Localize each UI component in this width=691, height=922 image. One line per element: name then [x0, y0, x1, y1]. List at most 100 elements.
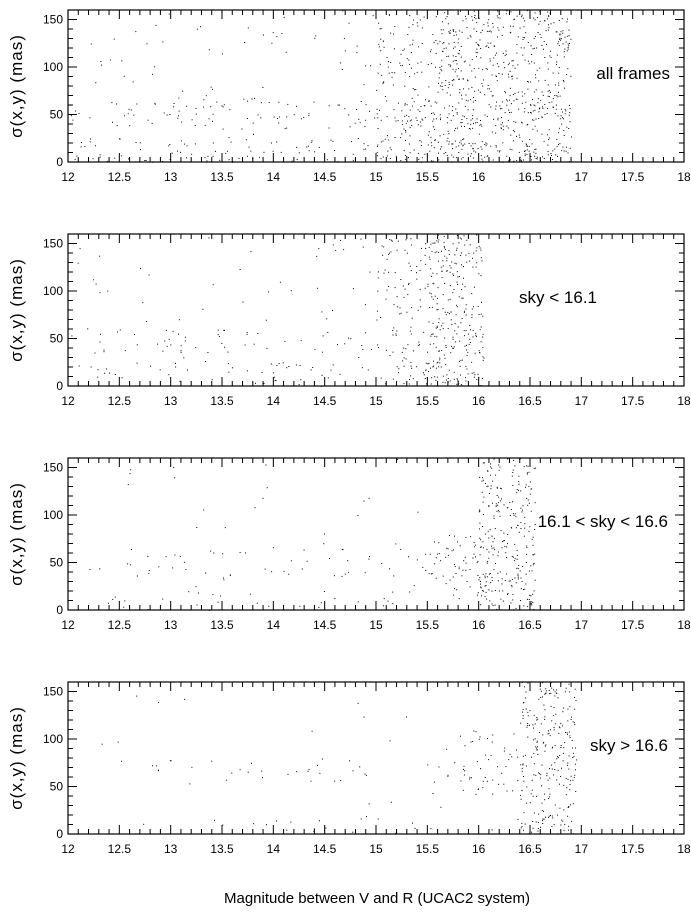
data-point — [559, 95, 561, 97]
data-point — [365, 65, 367, 67]
x-tick-label: 15 — [369, 170, 383, 184]
data-point — [425, 369, 427, 371]
data-point — [168, 13, 170, 15]
data-point — [287, 103, 289, 105]
data-point — [460, 140, 462, 142]
data-point — [256, 602, 258, 604]
data-point — [504, 747, 506, 749]
data-point — [442, 260, 444, 262]
data-point — [456, 113, 458, 115]
data-point — [482, 315, 484, 317]
data-point — [479, 352, 480, 354]
plot-frame — [67, 9, 685, 163]
x-tick-label: 17 — [575, 842, 589, 856]
data-point — [455, 146, 457, 148]
data-point — [542, 742, 544, 744]
data-point — [262, 497, 264, 499]
data-point — [482, 85, 484, 87]
data-point — [457, 42, 459, 44]
data-point — [318, 146, 320, 148]
data-point — [383, 46, 385, 48]
data-point — [545, 693, 547, 694]
data-point — [191, 766, 193, 768]
data-point — [457, 52, 459, 54]
data-point — [212, 284, 214, 286]
data-point — [568, 768, 570, 770]
data-point — [554, 695, 556, 697]
data-point — [497, 17, 499, 19]
data-point — [521, 789, 523, 791]
data-point — [454, 566, 456, 567]
data-point — [574, 696, 576, 698]
data-point — [560, 31, 562, 33]
data-point — [476, 234, 478, 236]
data-point — [517, 36, 519, 38]
data-point — [548, 16, 550, 18]
data-point — [458, 598, 460, 600]
data-point — [546, 113, 548, 115]
data-point — [473, 68, 475, 70]
data-point — [506, 557, 508, 559]
data-point — [248, 146, 250, 148]
data-point — [532, 536, 534, 538]
data-point — [551, 764, 553, 766]
data-point — [563, 150, 565, 152]
data-point — [420, 306, 422, 308]
data-point — [259, 156, 261, 158]
data-point — [480, 546, 482, 548]
data-point — [456, 304, 458, 306]
data-point — [548, 96, 550, 98]
data-point — [435, 557, 437, 559]
data-point — [500, 598, 502, 600]
data-point — [398, 372, 399, 374]
data-point — [430, 49, 432, 51]
data-point — [448, 81, 450, 83]
data-point — [479, 476, 481, 478]
data-point — [376, 152, 378, 154]
data-point — [442, 322, 444, 324]
data-point — [524, 754, 526, 756]
data-point — [421, 43, 423, 44]
data-point — [506, 573, 508, 575]
data-point — [439, 357, 441, 359]
x-tick-label: 14 — [267, 394, 281, 408]
data-point — [221, 105, 223, 107]
data-point — [552, 817, 554, 819]
data-point — [472, 148, 474, 150]
data-point — [377, 128, 379, 129]
data-point — [272, 32, 274, 34]
data-point — [477, 575, 479, 576]
data-point — [533, 62, 535, 64]
data-point — [490, 466, 492, 468]
data-point — [478, 511, 480, 513]
data-point — [183, 357, 185, 359]
data-point — [547, 108, 549, 109]
data-point — [505, 13, 507, 15]
data-point — [515, 527, 517, 529]
data-point — [97, 376, 99, 378]
data-point — [476, 594, 478, 596]
data-point — [517, 578, 519, 580]
data-point — [464, 286, 466, 288]
data-point — [436, 297, 438, 299]
data-point — [97, 369, 99, 371]
data-point — [441, 50, 443, 52]
data-point — [503, 750, 505, 752]
data-point — [166, 114, 168, 116]
data-point — [523, 776, 524, 777]
data-point — [212, 120, 213, 122]
data-point — [551, 101, 553, 103]
data-point — [495, 75, 497, 77]
data-point — [389, 740, 391, 742]
data-point — [223, 329, 225, 331]
data-point — [466, 27, 468, 28]
data-point — [272, 150, 274, 152]
data-point — [511, 585, 513, 586]
data-point — [99, 154, 101, 156]
data-point — [303, 117, 305, 118]
data-point — [565, 731, 566, 733]
data-point — [506, 125, 508, 127]
data-point — [395, 543, 397, 545]
data-point — [404, 85, 406, 87]
data-point — [507, 593, 509, 595]
